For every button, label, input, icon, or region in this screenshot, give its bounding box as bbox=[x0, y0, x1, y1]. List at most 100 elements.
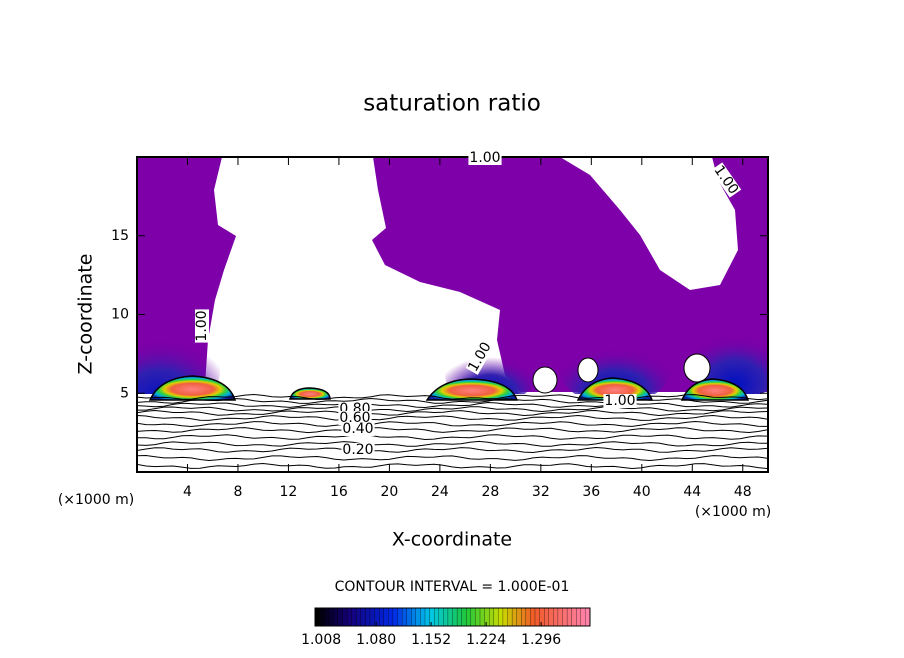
contour-label: 1.00 bbox=[194, 310, 210, 341]
colorbar-cell bbox=[411, 607, 417, 627]
contour-line bbox=[137, 406, 768, 413]
colorbar-cell bbox=[401, 607, 408, 627]
x-tick-label: 4 bbox=[183, 484, 192, 500]
contour-label-bg bbox=[465, 339, 495, 375]
y-tick-label: 5 bbox=[120, 385, 129, 401]
colorbar-cell bbox=[580, 607, 586, 627]
colorbar-cell bbox=[562, 607, 568, 627]
contour-label: 1.00 bbox=[469, 150, 500, 166]
colorbar-cell bbox=[498, 607, 504, 627]
hole bbox=[577, 357, 599, 383]
colorbar-frame bbox=[314, 607, 591, 627]
colorbar-cell bbox=[521, 607, 527, 627]
colorbar-cell bbox=[369, 607, 376, 627]
colorbar-cell bbox=[438, 607, 444, 627]
colorbar-cell bbox=[379, 607, 385, 627]
contour-line bbox=[137, 462, 768, 470]
colorbar-cell bbox=[452, 607, 458, 627]
x-tick-label: 20 bbox=[380, 484, 398, 500]
contour-line bbox=[137, 446, 768, 454]
x-tick-label: 24 bbox=[431, 484, 449, 500]
contour-label-bg bbox=[468, 151, 502, 165]
colorbar-tick-label: 1.152 bbox=[411, 632, 451, 648]
x-tick-label: 48 bbox=[734, 484, 752, 500]
colorbar-cell bbox=[475, 607, 481, 627]
contour-label-bg bbox=[603, 394, 637, 408]
colorbar-cell bbox=[544, 607, 550, 627]
contour-line bbox=[137, 414, 768, 421]
colorbar-cell bbox=[553, 607, 559, 627]
colorbar-cell bbox=[328, 607, 334, 627]
colorbar-cell bbox=[493, 607, 499, 627]
colorbar-cell bbox=[507, 607, 513, 627]
plot-area bbox=[137, 157, 768, 472]
colorbar-cell bbox=[530, 607, 536, 627]
colorbar-cell bbox=[534, 607, 541, 627]
colorbar-cell bbox=[324, 607, 330, 627]
contour-interval: CONTOUR INTERVAL = 1.000E-01 bbox=[335, 579, 570, 595]
colorbar-cell bbox=[516, 607, 522, 627]
colorbar-cell bbox=[360, 607, 366, 627]
colorbar-tick-label: 1.224 bbox=[466, 632, 506, 648]
colorbar-cell bbox=[420, 607, 426, 627]
colorbar-cell bbox=[447, 607, 453, 627]
hole bbox=[683, 353, 711, 383]
colorbar-cell bbox=[406, 607, 412, 627]
contour-line bbox=[137, 393, 768, 401]
hole bbox=[532, 366, 558, 394]
colorbar-cell bbox=[342, 607, 348, 627]
contour-label: 0.40 bbox=[342, 421, 373, 437]
colorbar-cell bbox=[314, 607, 321, 627]
y-tick-label: 10 bbox=[111, 307, 129, 323]
x-tick-label: 32 bbox=[532, 484, 550, 500]
contour-label-bg bbox=[710, 162, 742, 198]
colorbar-cell bbox=[337, 607, 343, 627]
colorbar-cell bbox=[511, 607, 518, 627]
chart-title: saturation ratio bbox=[363, 91, 541, 117]
contour-label-bg bbox=[338, 411, 372, 425]
colorbar-cell bbox=[566, 607, 573, 627]
contour-line bbox=[137, 440, 768, 447]
colorbar-tick-label: 1.296 bbox=[521, 632, 561, 648]
x-tick-label: 28 bbox=[481, 484, 499, 500]
colorbar-cell bbox=[415, 607, 421, 627]
colorbar-cell bbox=[548, 607, 554, 627]
contour-label: 1.00 bbox=[604, 393, 635, 409]
colorbar-cell bbox=[525, 607, 531, 627]
colorbar-cell bbox=[424, 607, 431, 627]
x-tick-label: 12 bbox=[280, 484, 298, 500]
contour-line bbox=[137, 454, 768, 462]
colorbar-cell bbox=[434, 607, 440, 627]
colorbar-cell bbox=[479, 607, 486, 627]
colorbar-cell bbox=[466, 607, 472, 627]
x-unit-label: (×1000 m) bbox=[58, 492, 134, 508]
y-tick-label: 15 bbox=[111, 228, 129, 244]
colorbar-cell bbox=[461, 607, 467, 627]
colorbar-cell bbox=[392, 607, 398, 627]
colorbar-cell bbox=[502, 607, 508, 627]
colorbar-cell bbox=[346, 607, 353, 627]
contour-label-bg bbox=[195, 309, 209, 343]
colorbar-tick-label: 1.008 bbox=[301, 632, 341, 648]
contour-label-bg bbox=[341, 443, 375, 457]
colorbar-tick-label: 1.080 bbox=[356, 632, 396, 648]
contour-line bbox=[137, 397, 768, 404]
x-axis-label: X-coordinate bbox=[392, 529, 512, 551]
colorbar-cell bbox=[388, 607, 394, 627]
contour-line bbox=[137, 433, 768, 441]
contour-label: 0.20 bbox=[342, 442, 373, 458]
contour-line bbox=[137, 409, 768, 417]
contour-line bbox=[137, 420, 768, 428]
x-unit-label: (×1000 m) bbox=[695, 504, 771, 520]
colorbar-cell bbox=[571, 607, 577, 627]
colorbar-cell bbox=[383, 607, 389, 627]
colorbar-cell bbox=[356, 607, 362, 627]
x-tick-label: 44 bbox=[683, 484, 701, 500]
colorbar-cell bbox=[333, 607, 339, 627]
contour-line bbox=[137, 401, 768, 409]
x-tick-label: 36 bbox=[582, 484, 600, 500]
colorbar-cell bbox=[557, 607, 563, 627]
colorbar-cell bbox=[374, 607, 380, 627]
colorbar-cell bbox=[397, 607, 403, 627]
